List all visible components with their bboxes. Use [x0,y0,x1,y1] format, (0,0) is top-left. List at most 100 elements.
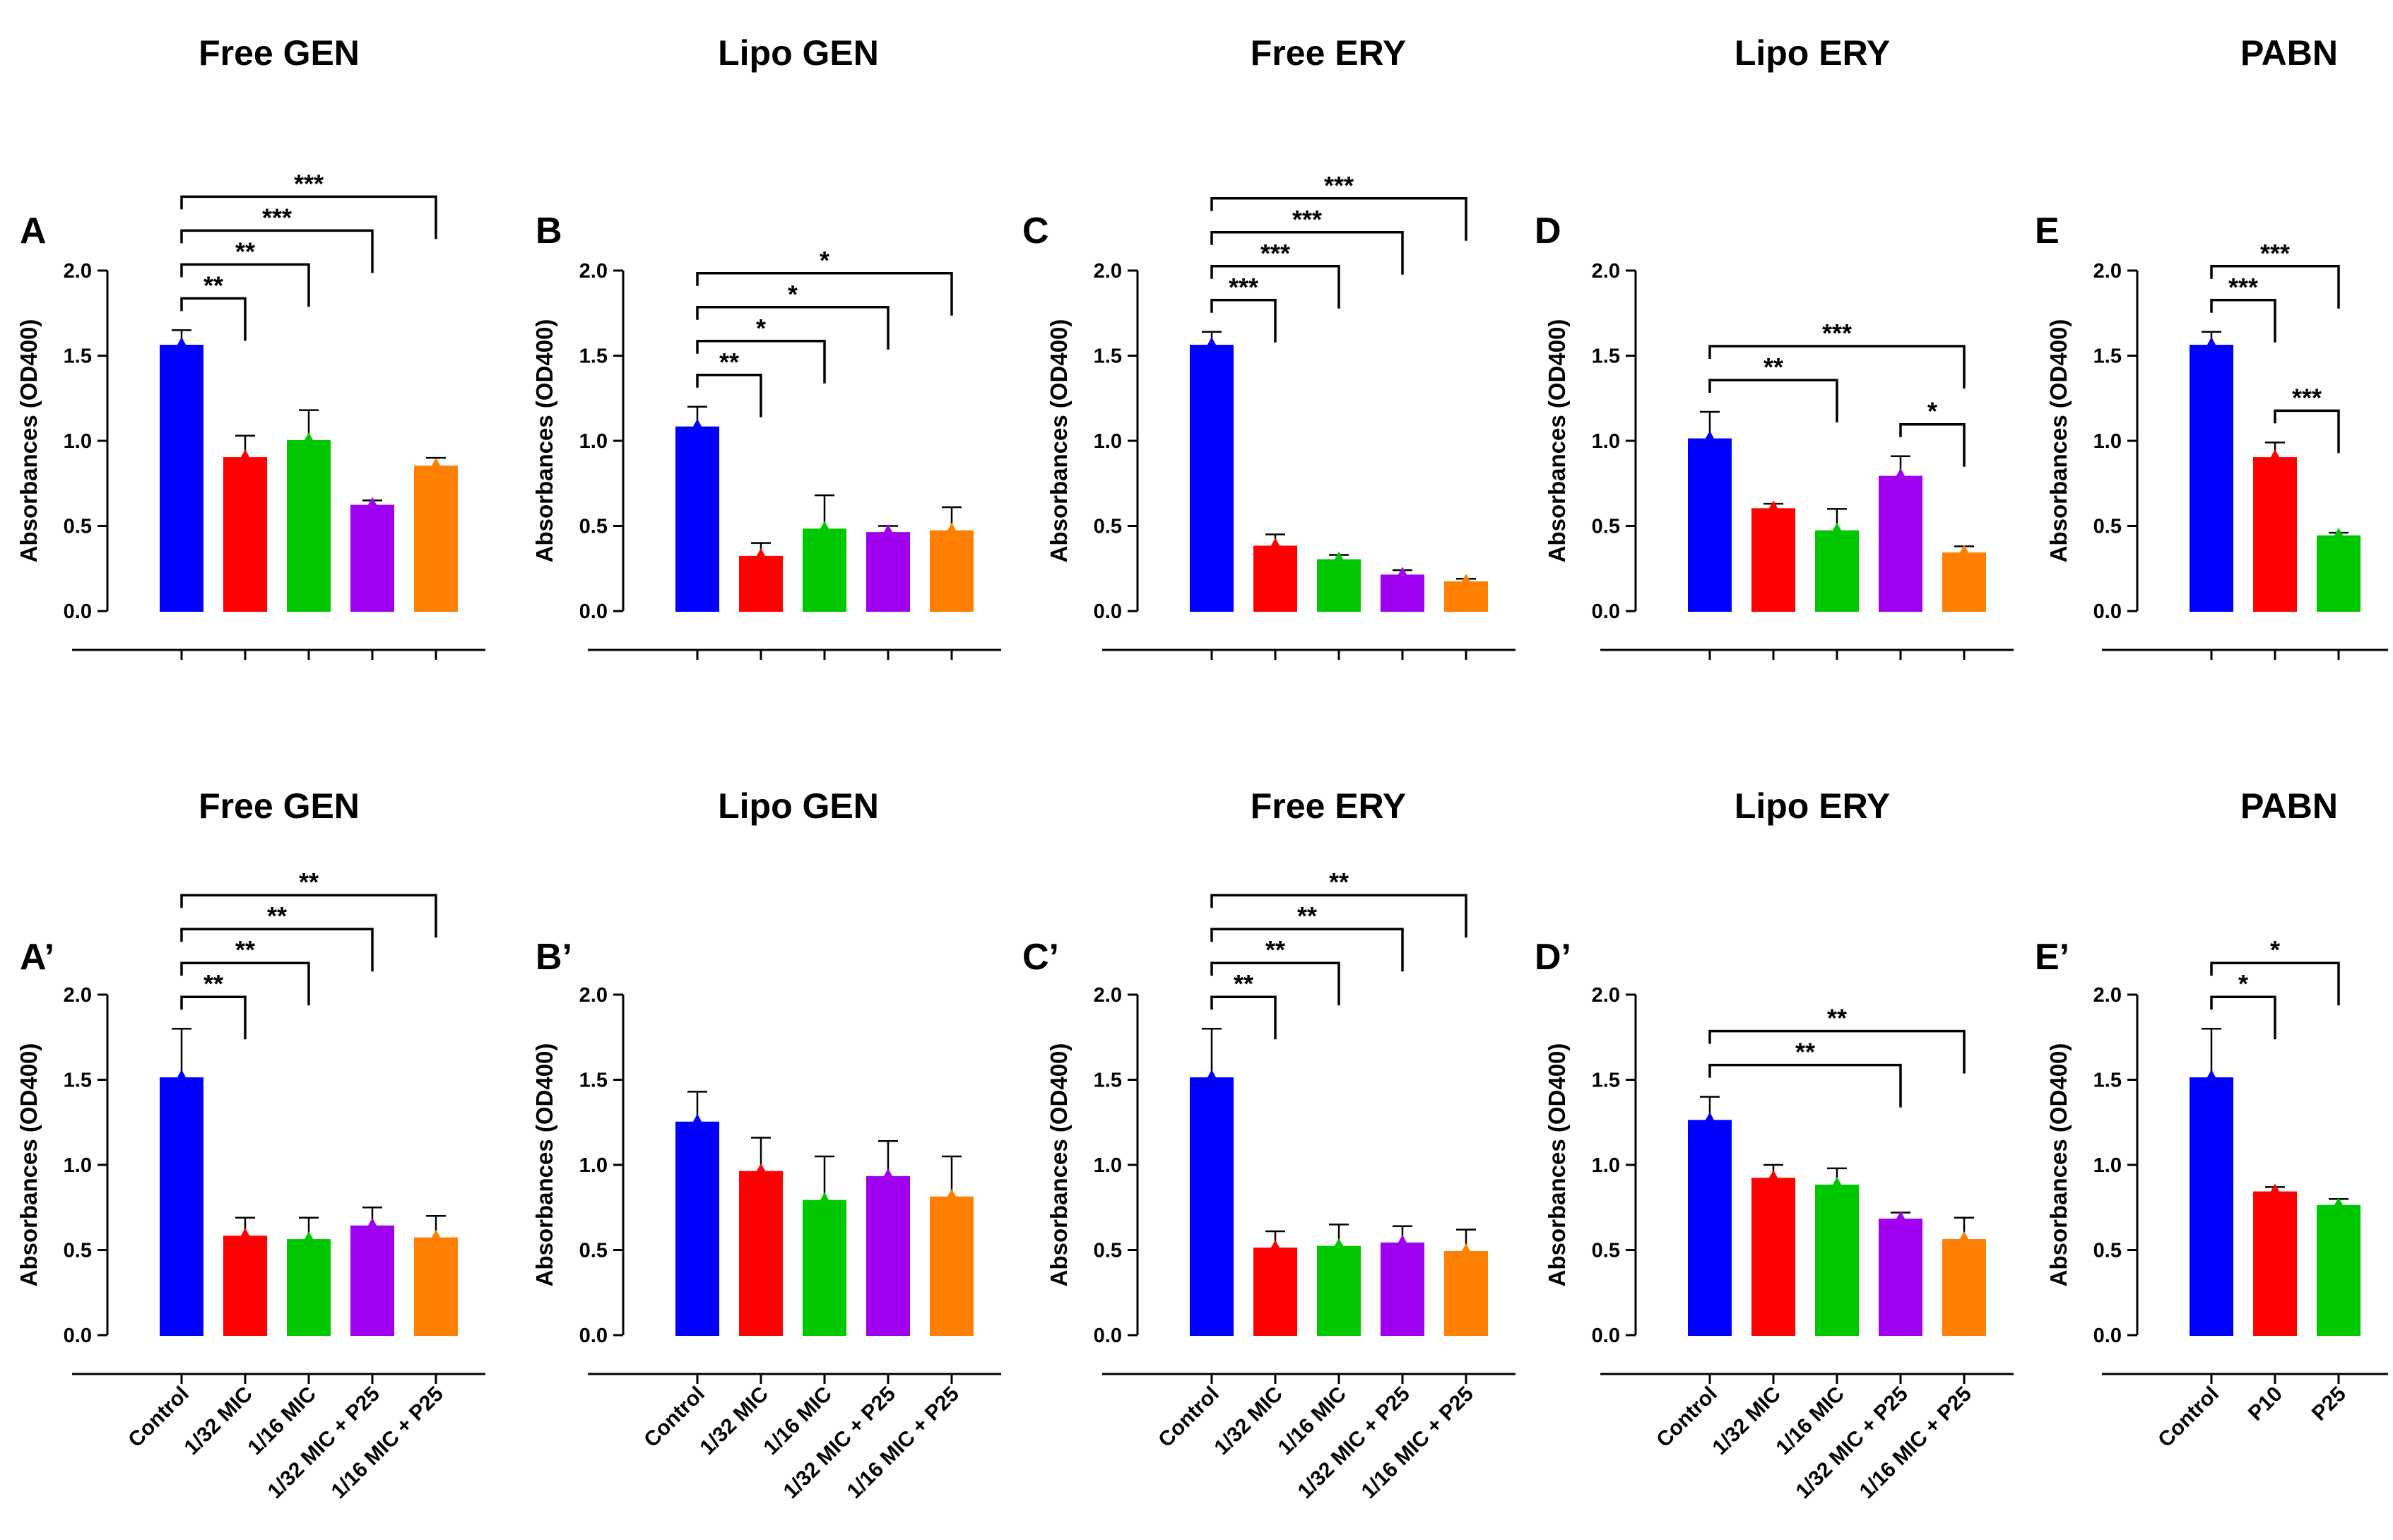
data-point [752,1163,769,1179]
significance-bracket [180,263,310,307]
bar [1253,545,1297,612]
data-point [1892,1211,1909,1227]
significance-label: ** [1763,353,1783,381]
significance-bracket [2274,409,2340,454]
data-point [1458,1243,1475,1259]
panel-title: Free ERY [1251,786,1406,826]
significance-label: *** [262,203,292,232]
bar [1942,1239,1986,1337]
panel-title: Free GEN [199,33,360,73]
bar [2317,1204,2360,1336]
significance-label: * [2238,969,2248,998]
x-tick-label: 1/32 MIC [180,1382,257,1459]
panel-letter: D’ [1535,937,1571,978]
y-tick-label: 0.5 [1094,1240,1122,1262]
bar [1879,1219,1922,1336]
bar [930,1196,974,1337]
bar [1444,1250,1488,1337]
y-tick-label: 0.5 [1592,1240,1620,1262]
significance-label: * [788,280,798,309]
bar [1381,1242,1424,1336]
bar [1253,1248,1297,1336]
x-tick-label: P10 [2244,1382,2287,1426]
data-point [689,418,706,434]
panel-letter: B’ [536,937,572,978]
significance-bracket [696,306,890,350]
panel-title: Lipo GEN [718,33,879,73]
significance-label: *** [1292,205,1322,234]
y-tick-label: 2.0 [1592,260,1620,283]
y-tick-label: 1.0 [579,1154,608,1177]
data-point [2330,1197,2347,1213]
bar [2253,457,2297,612]
y-tick-label: 0.0 [579,600,608,623]
chart-panel-2: Lipo GEN B 0.0 0.5 1.0 1.5 2.0 Absorbances (OD4… [531,33,1001,660]
significance-bracket [1708,1029,1966,1074]
y-tick-label: 0.5 [2093,1240,2122,1262]
y-tick-label: 2.0 [579,984,608,1007]
significance-label: *** [1229,273,1258,302]
chart-panel-6: Free GEN A’ 0.0 0.5 1.0 1.5 2.0 Absorbances (OD… [16,786,485,1503]
y-tick-label: 2.0 [579,260,608,283]
y-tick-label: 0.0 [1592,600,1620,623]
y-tick-label: 0.0 [2093,1325,2122,1347]
x-tick-label: Control [2153,1382,2223,1452]
significance-bracket [180,297,247,341]
panel-letter: C’ [1022,937,1059,978]
significance-label: ** [1297,901,1317,930]
panel-letter: A’ [20,937,54,978]
bar [287,1239,331,1337]
significance-bracket [1708,379,1838,423]
y-tick-label: 2.0 [64,260,92,283]
bar [675,426,719,612]
panel-title: Free ERY [1251,33,1406,73]
panel-title: Free GEN [199,786,360,826]
significance-label: * [756,314,766,343]
chart-panel-9: Lipo ERY D’ 0.0 0.5 1.0 1.5 2.0 Absorbances (OD… [1535,786,2014,1503]
x-tick-label: 1/32 MIC + P25 [1294,1382,1414,1503]
panel-title: Lipo ERY [1735,786,1890,826]
data-point [1458,574,1475,590]
significance-label: ** [719,348,739,377]
y-axis-label: Absorbances (OD400) [16,1043,42,1287]
data-point [1892,468,1909,484]
x-tick-label: 1/16 MIC + P25 [843,1382,964,1503]
bar [866,1175,910,1336]
bar [2190,345,2233,612]
panel-letter: C [1022,211,1049,251]
significance-bracket [696,272,953,316]
panel-title: Lipo ERY [1735,33,1890,73]
y-tick-label: 1.5 [2093,1070,2122,1092]
data-point [1394,1234,1411,1250]
significance-label: ** [299,867,319,896]
bar [2317,535,2360,612]
data-point [1330,551,1347,567]
significance-label: *** [1260,239,1290,268]
bar [739,1171,783,1337]
significance-bracket [1210,299,1277,343]
y-axis-label: Absorbances (OD400) [531,319,557,563]
y-tick-label: 1.5 [579,345,608,368]
data-point [427,1229,444,1245]
significance-bracket [1210,928,1404,972]
data-point [2203,337,2220,353]
significance-label: ** [267,901,287,930]
y-tick-label: 2.0 [64,984,92,1007]
bar [223,1236,267,1336]
significance-label: ** [1795,1038,1815,1067]
y-tick-label: 0.5 [579,516,608,538]
panel-letter: A [20,211,47,251]
data-point [1765,1170,1782,1186]
data-point [1956,545,1973,561]
data-point [173,337,190,353]
data-point [880,524,897,540]
bar [1688,438,1732,612]
y-tick-label: 0.5 [1094,516,1122,538]
y-tick-label: 1.5 [1592,1070,1620,1092]
data-point [752,547,769,564]
significance-label: *** [2260,239,2290,268]
significance-label: ** [1827,1004,1847,1033]
data-point [2267,449,2283,466]
data-point [1956,1231,1973,1248]
